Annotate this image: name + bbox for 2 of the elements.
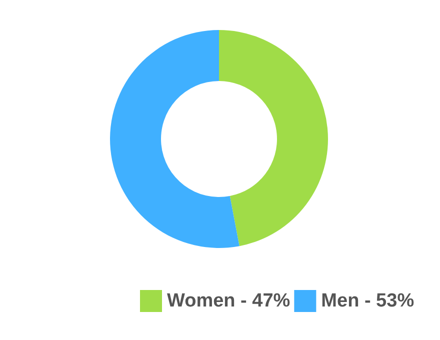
legend-label: Women - 47%	[167, 290, 290, 312]
legend-label: Men - 53%	[321, 290, 414, 312]
